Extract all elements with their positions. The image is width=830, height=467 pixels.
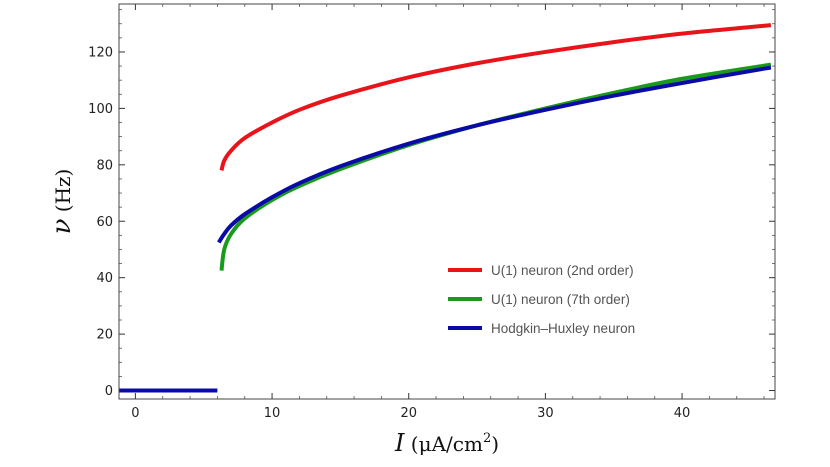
x-axis-unit-prefix: (μA/cm: [404, 432, 483, 456]
legend: U(1) neuron (2nd order) U(1) neuron (7th …: [448, 263, 635, 336]
series-line-0: [219, 23, 772, 171]
y-tick-label: 40: [96, 271, 113, 286]
x-tick-label: 30: [537, 406, 554, 421]
x-axis-unit-suffix: ): [491, 432, 499, 456]
x-tick-label: 20: [400, 406, 417, 421]
y-tick-label: 20: [96, 328, 113, 343]
legend-label-0: U(1) neuron (2nd order): [491, 263, 634, 278]
x-tick-label: 40: [674, 406, 691, 421]
x-axis-symbol: I: [394, 429, 405, 457]
x-tick-label: 0: [131, 406, 139, 421]
series-line-1: [219, 62, 772, 271]
y-tick-label: 120: [88, 45, 113, 60]
y-tick-label: 100: [88, 102, 113, 117]
x-axis-unit-exp: 2: [483, 431, 491, 446]
minor-ticks: [119, 4, 775, 399]
major-ticks: [119, 4, 775, 399]
y-axis-label: ν (Hz): [47, 169, 77, 235]
y-axis-unit: (Hz): [51, 169, 75, 219]
y-axis-symbol: ν: [47, 218, 77, 234]
y-tick-label: 60: [96, 215, 113, 230]
plot-frame: [118, 3, 776, 400]
y-tick-label: 80: [96, 158, 113, 173]
y-tick-label: 0: [105, 384, 113, 399]
legend-label-1: U(1) neuron (7th order): [491, 292, 630, 307]
series-line-2: [217, 65, 772, 244]
series-lines: [119, 23, 772, 393]
x-tick-label: 10: [264, 406, 281, 421]
x-axis-label: I (μA/cm2): [394, 429, 499, 457]
legend-label-2: Hodgkin–Huxley neuron: [491, 321, 635, 336]
tick-labels: 0 10 20 30 40 0 20 40 60 80 100 120: [88, 45, 690, 421]
